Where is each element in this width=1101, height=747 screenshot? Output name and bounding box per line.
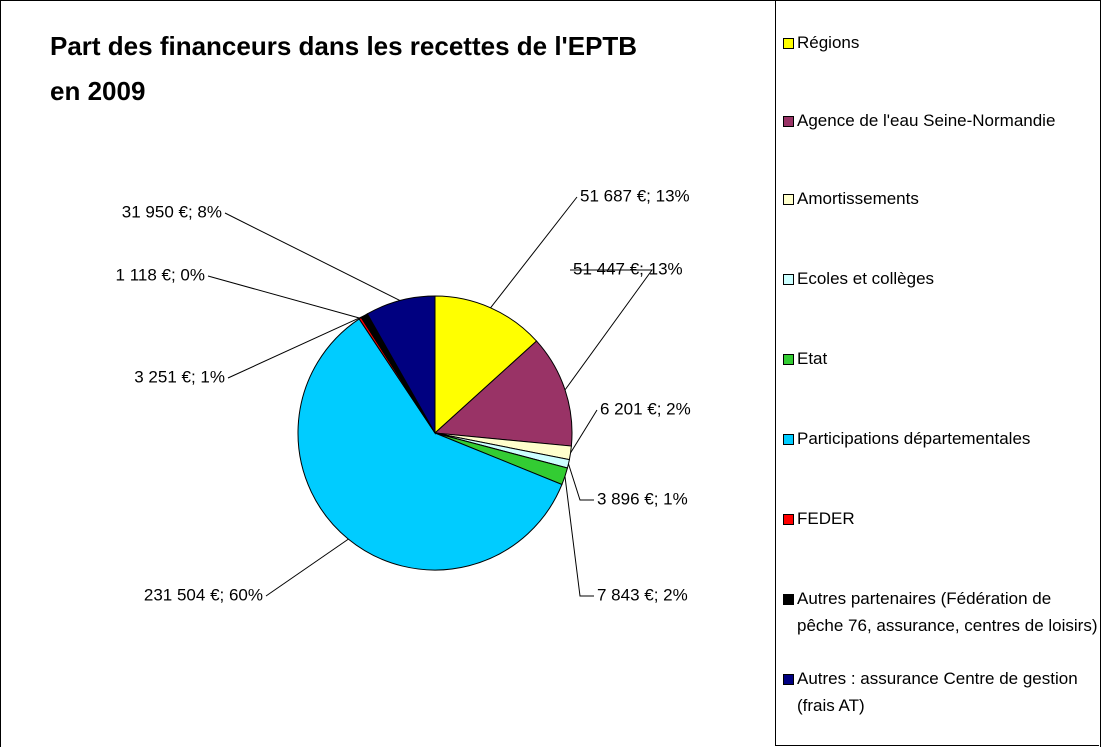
legend-item: Régions <box>783 29 1101 56</box>
data-label: 3 896 €; 1% <box>597 489 688 508</box>
data-label: 51 687 €; 13% <box>580 186 690 205</box>
leader-line <box>564 269 653 391</box>
legend-label: Etat <box>797 349 828 368</box>
legend-swatch <box>783 594 794 605</box>
legend-swatch <box>783 514 794 525</box>
pie-slice <box>297 318 563 571</box>
leader-line <box>564 476 594 597</box>
legend-label: Régions <box>797 33 860 52</box>
data-label: 1 118 €; 0% <box>116 265 205 284</box>
data-label: 7 843 €; 2% <box>597 585 688 604</box>
leader-line <box>224 212 401 301</box>
legend-swatch <box>783 194 794 205</box>
legend-swatch <box>783 354 794 365</box>
legend-swatch <box>783 116 794 127</box>
legend-label: Amortissements <box>797 189 919 208</box>
legend-swatch <box>783 274 794 285</box>
pie-slice <box>366 295 436 435</box>
legend-swatch <box>783 434 794 445</box>
leader-line <box>265 538 349 597</box>
legend-item: Agence de l'eau Seine-Normandie <box>783 107 1101 134</box>
chart-title: Part des financeurs dans les recettes de… <box>50 31 638 106</box>
legend-item: Participations départementales <box>783 425 1101 452</box>
legend-label: Agence de l'eau Seine-Normandie <box>797 111 1056 130</box>
leader-line <box>227 315 365 379</box>
legend-item: Ecoles et collèges <box>783 265 1101 292</box>
data-label: 31 950 €; 8% <box>122 202 222 221</box>
legend-item: Autres : assurance Centre de gestion (fr… <box>783 665 1101 719</box>
data-label: 231 504 €; 60% <box>144 585 263 604</box>
legend-swatch <box>783 38 794 49</box>
legend-label: Ecoles et collèges <box>797 269 935 288</box>
leader-line <box>570 409 598 454</box>
leader-line <box>490 196 578 309</box>
legend-label: Autres : assurance Centre de gestion (fr… <box>797 669 1078 715</box>
legend-item: Etat <box>783 345 1101 372</box>
leader-line <box>207 275 361 319</box>
legend: Régions Agence de l'eau Seine-Normandie Am… <box>775 0 1099 746</box>
legend-item: FEDER <box>783 505 1101 532</box>
legend-label: Autres partenaires (Fédération de pêche … <box>797 589 1098 635</box>
legend-label: Participations départementales <box>797 429 1031 448</box>
legend-swatch <box>783 674 794 685</box>
legend-item: Amortissements <box>783 185 1101 212</box>
data-label: 51 447 €; 13% <box>573 259 683 278</box>
legend-item: Autres partenaires (Fédération de pêche … <box>783 585 1101 639</box>
leader-line <box>568 463 594 501</box>
legend-label: FEDER <box>797 509 855 528</box>
data-label: 3 251 €; 1% <box>134 367 225 386</box>
data-label: 6 201 €; 2% <box>600 399 691 418</box>
